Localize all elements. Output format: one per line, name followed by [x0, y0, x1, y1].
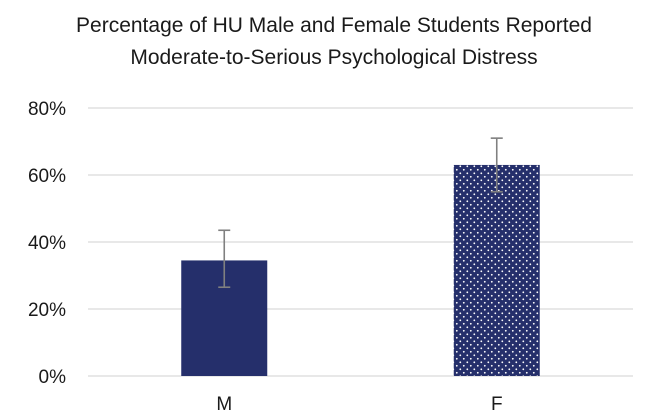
gridlines — [88, 107, 633, 377]
chart-title: Percentage of HU Male and Female Student… — [76, 14, 592, 69]
x-tick-label-F: F — [491, 394, 503, 415]
y-tick-label-4: 80% — [28, 99, 66, 120]
y-axis-tick-labels: 0% 20% 40% 60% 80% — [28, 99, 66, 388]
error-bars — [218, 137, 503, 289]
x-tick-label-M: M — [216, 394, 232, 415]
y-tick-label-2: 40% — [28, 233, 66, 254]
bar-F — [453, 164, 540, 376]
y-tick-label-0: 0% — [39, 367, 67, 388]
y-tick-label-1: 20% — [28, 300, 66, 321]
bars — [181, 164, 540, 376]
error-bar-F — [490, 137, 503, 193]
y-tick-label-3: 60% — [28, 166, 66, 187]
error-bar-M — [218, 229, 231, 289]
